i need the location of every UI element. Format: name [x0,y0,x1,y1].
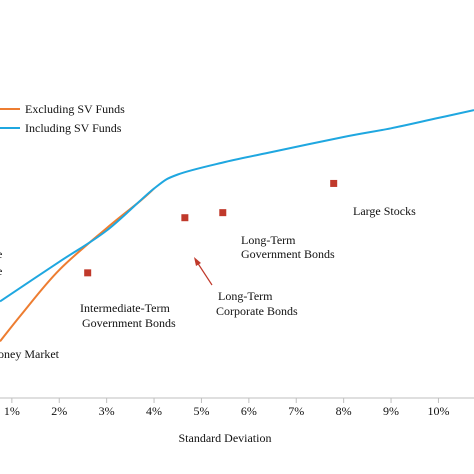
label-int-gov-1: Intermediate-Term [80,301,170,315]
legend-label-excluding: Excluding SV Funds [25,102,125,116]
label-int-gov-2: Government Bonds [82,316,176,330]
marker-intermediate-term-government-bonds [84,269,92,277]
x-tick-label: 6% [241,404,257,418]
x-tick-label: 8% [336,404,352,418]
x-tick-label: 7% [288,404,304,418]
x-tick-label: 3% [99,404,115,418]
legend: Excluding SV Funds Including SV Funds [0,102,125,135]
x-tick-label: 4% [146,404,162,418]
label-lt-corp-2: Corporate Bonds [216,304,298,318]
label-left-fragment-1: e [0,247,2,261]
label-lt-gov-1: Long-Term [241,233,296,247]
x-tick-label: 5% [193,404,209,418]
label-left-fragment-2: e [0,264,2,278]
x-tick-label: 1% [4,404,20,418]
arrow-lt-corp [194,257,213,286]
label-lt-gov-2: Government Bonds [241,247,335,261]
legend-label-including: Including SV Funds [25,121,122,135]
label-money-market: oney Market [0,347,60,361]
marker-long-term-corporate-bonds [181,214,189,222]
x-axis-title: Standard Deviation [179,431,272,445]
x-ticks: 1% 2% 3% 4% 5% 6% 7% 8% 9% 10% [4,398,449,418]
x-tick-label: 2% [51,404,67,418]
series-lines [0,109,474,343]
x-tick-label: 9% [383,404,399,418]
x-tick-label: 10% [427,404,449,418]
marker-long-term-government-bonds [219,209,227,217]
asset-markers [84,179,338,277]
marker-large-stocks [330,179,338,187]
label-lt-corp-1: Long-Term [218,289,273,303]
label-large-stocks: Large Stocks [353,204,416,218]
series-line-including-sv [0,109,474,303]
